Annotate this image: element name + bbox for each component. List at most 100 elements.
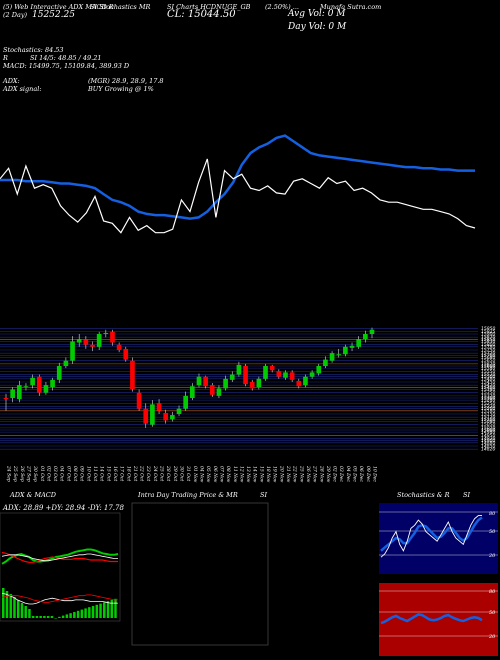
candle-body <box>136 392 142 409</box>
macd-histogram-bar <box>20 603 24 618</box>
close-price-text: CL: 15044.50 <box>167 9 236 20</box>
rsi-panel <box>379 590 498 637</box>
macd-histogram-bar <box>65 614 69 618</box>
rsi-prefix: R <box>3 54 8 62</box>
price-tick-label: 15150 <box>481 412 495 418</box>
price-tick-label: 15870 <box>481 335 495 341</box>
macd-histogram-bar <box>16 600 20 618</box>
price-tick-label: 15300 <box>481 396 495 402</box>
candle-body <box>56 366 62 380</box>
price-tick-label: 15950 <box>481 326 495 332</box>
date-tick-label: 14 Oct <box>99 466 105 481</box>
rsi-tick-20: 20 <box>489 634 496 640</box>
price-tick-label: 15800 <box>481 342 495 348</box>
price-tick-label: 15580 <box>481 366 495 372</box>
date-tick-label: 15 Oct <box>105 466 111 481</box>
date-tick-label: 04 Dec <box>345 466 351 482</box>
date-tick-label: 03 Oct <box>52 466 58 481</box>
candle-body <box>63 360 69 366</box>
candle-body <box>249 382 255 389</box>
candle-body <box>43 385 49 393</box>
macd-histogram-bar <box>106 601 110 618</box>
price-tick-label: 15700 <box>481 353 495 359</box>
price-tick-label: 15450 <box>481 380 495 386</box>
price-tick-label: 14850 <box>481 444 495 450</box>
price-tick-label: 15050 <box>481 422 495 428</box>
date-tick-label: 23 Oct <box>145 465 151 481</box>
date-tick-label: 03 Dec <box>338 466 344 482</box>
candle-body <box>123 348 129 360</box>
stoch-k-line <box>380 515 482 558</box>
candle-body <box>303 376 308 386</box>
candle-body <box>196 376 202 386</box>
candle-body <box>276 371 282 377</box>
date-tick-label: 05 Nov <box>205 466 211 483</box>
macd-histogram-bar <box>43 616 46 618</box>
candle-body <box>170 415 175 420</box>
macd-histogram-bar <box>58 616 61 618</box>
date-tick-label: 13 Nov <box>245 466 251 483</box>
adx-label: ADX: <box>3 77 20 85</box>
candle-body <box>216 388 222 396</box>
date-tick-label: 24 Sep <box>6 465 12 482</box>
candle-body <box>329 353 335 361</box>
intraday-panel-title: Intra Day Trading Price & MR <box>138 491 238 499</box>
candle-body <box>369 329 375 334</box>
candle-body <box>83 339 89 345</box>
price-tick-label: 15650 <box>481 358 495 364</box>
candle-body <box>229 374 235 380</box>
date-tick-label: 04 Nov <box>198 466 204 483</box>
plus-di-line <box>1 548 119 565</box>
candle-body <box>30 377 35 386</box>
stoch-tick-20: 20 <box>489 553 496 559</box>
candle-panel <box>3 327 375 428</box>
candle-body <box>289 372 295 380</box>
macd-histogram-bar <box>99 603 102 618</box>
price-tick-label: 15380 <box>481 387 495 393</box>
date-tick-label: 01 Nov <box>192 466 198 483</box>
date-tick-label: 09 Oct <box>79 466 85 481</box>
macd-histogram-bar <box>114 598 117 618</box>
date-tick-label: 19 Nov <box>272 466 278 483</box>
candle-body <box>203 376 208 387</box>
date-tick-label: 06 Dec <box>358 466 364 482</box>
macd-histogram-bar <box>80 609 84 618</box>
macd-histogram-bar <box>84 608 87 618</box>
header-line1-right: (2.50%) ... <box>265 3 299 11</box>
macd-histogram-bar <box>110 600 114 618</box>
date-tick-label: 10 Dec <box>372 466 378 482</box>
adx-panel-values: ADX: 28.89 +DY: 28.94 -DY: 17.78 <box>3 504 124 512</box>
header-site: Munafa Sutra.com <box>320 3 382 11</box>
price-tick-label: 14980 <box>481 430 495 436</box>
macd-signal-line <box>1 594 118 603</box>
date-tick-label: 25 Sep <box>12 465 18 482</box>
price-tick-label: 15420 <box>481 383 495 389</box>
date-tick-label: 24 Oct <box>152 465 158 481</box>
adx-panel <box>1 548 119 619</box>
day-vol-text: Day Vol: 0 M <box>288 22 347 32</box>
date-tick-label: 25 Nov <box>298 465 304 483</box>
price-tick-label: 15750 <box>481 348 495 354</box>
header-line2-price: 15252.25 <box>32 10 75 20</box>
adx-signal-label: ADX signal: <box>3 85 42 93</box>
price-tick-label: 15000 <box>481 428 495 434</box>
date-tick-label: 26 Sep <box>19 465 25 482</box>
price-tick-label: 14920 <box>481 436 495 442</box>
date-tick-label: 07 Oct <box>65 466 71 481</box>
candle-body <box>3 398 9 400</box>
adx-values-text: (MGR) 28.9, 28.9, 17.8 <box>88 77 164 85</box>
macd-histogram-bar <box>31 616 35 618</box>
stochastics-text: Stochastics: 84.53 <box>3 46 64 54</box>
macd-histogram-bar <box>69 613 72 618</box>
date-tick-label: 11 Oct <box>92 466 98 481</box>
candle-body <box>183 395 189 409</box>
macd-histogram-bar <box>9 594 12 618</box>
price-tick-label: 15320 <box>481 393 495 399</box>
candle-body <box>269 366 275 371</box>
macd-histogram-bar <box>5 591 9 618</box>
macd-histogram-bar <box>103 602 106 618</box>
macd-histogram-bar <box>50 616 54 618</box>
candle-body <box>50 379 55 388</box>
price-tick-label: 14950 <box>481 433 495 439</box>
candle-body <box>143 408 149 424</box>
